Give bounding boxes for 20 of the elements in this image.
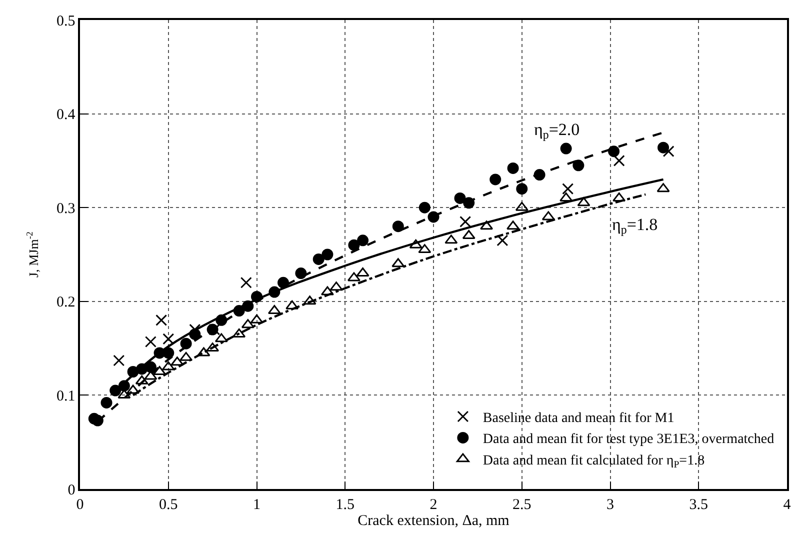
- x-tick-label: 1: [253, 496, 260, 513]
- y-tick-label: 0.3: [56, 200, 76, 217]
- legend-label: Data and mean fit calculated for η$_{P}$=1.8: [482, 453, 705, 470]
- legend-label: Data and mean fit for test type 3E1E3, overmatched: [482, 432, 774, 448]
- x-axis-title: Crack extension, Δa, mm: [358, 512, 510, 529]
- annotation: η$_{p}$=2.0: [534, 120, 580, 142]
- y-tick-label: 0.4: [56, 107, 76, 124]
- legend-label: Baseline data and mean fit for M1: [482, 410, 674, 426]
- y-tick-label: 0.1: [56, 388, 76, 404]
- x-tick-label: 0.5: [159, 496, 178, 513]
- x-tick-label: 2: [430, 496, 438, 513]
- y-tick-label: 0.2: [56, 294, 76, 311]
- x-tick-label: 3: [606, 496, 614, 513]
- x-tick-label: 4: [783, 496, 792, 513]
- x-tick-label: 3.5: [689, 496, 708, 513]
- x-tick-label: 1.5: [336, 496, 355, 513]
- y-tick-label: 0: [68, 482, 76, 498]
- annotation: η$_{p}$=1.8: [612, 215, 658, 237]
- y-tick-label: 0.5: [56, 13, 76, 30]
- x-tick-label: 2.5: [512, 496, 532, 513]
